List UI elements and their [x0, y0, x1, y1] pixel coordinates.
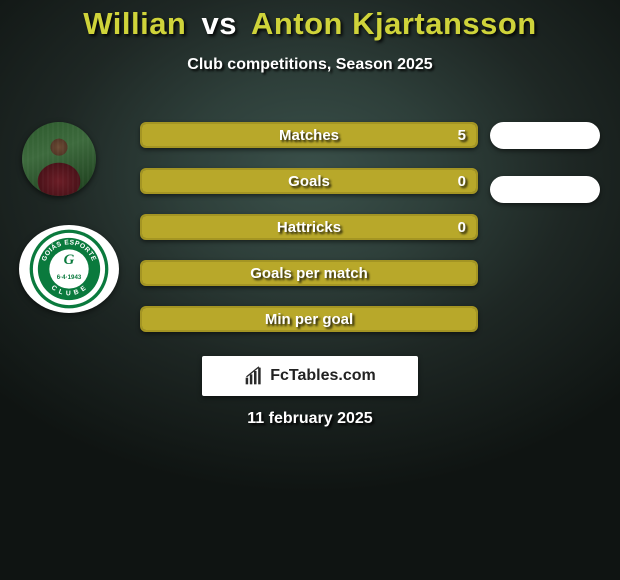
- stat-bar-value-player-a: 0: [458, 216, 466, 238]
- svg-text:G: G: [64, 252, 75, 268]
- comparison-infographic: Willian vs Anton Kjartansson Club compet…: [0, 0, 620, 580]
- watermark-text: FcTables.com: [270, 367, 376, 385]
- title-player-b: Anton Kjartansson: [251, 6, 537, 41]
- title-vs: vs: [202, 6, 237, 41]
- avatar-placeholder-icon: [22, 122, 96, 196]
- stat-bar-fill-player-a: [142, 308, 476, 330]
- subtitle: Club competitions, Season 2025: [0, 56, 620, 74]
- watermark: FcTables.com: [202, 356, 418, 396]
- svg-text:6·4·1943: 6·4·1943: [57, 274, 82, 281]
- stat-bar: Min per goal: [140, 306, 478, 332]
- player-a-club-crest: GOIÁS ESPORTE C L U B E G 6·4·1943: [19, 225, 119, 313]
- player-b-value-pill: [490, 176, 600, 203]
- date: 11 february 2025: [0, 410, 620, 428]
- stat-bar-fill-player-a: [142, 216, 476, 238]
- stat-bar: Goals per match: [140, 260, 478, 286]
- page-title: Willian vs Anton Kjartansson: [0, 6, 620, 42]
- club-crest-icon: GOIÁS ESPORTE C L U B E G 6·4·1943: [28, 228, 110, 310]
- stat-bar-fill-player-a: [142, 124, 476, 146]
- stat-bar: Hattricks0: [140, 214, 478, 240]
- stat-bar-value-player-a: 5: [458, 124, 466, 146]
- chart-icon: [244, 366, 264, 386]
- stat-bar-fill-player-a: [142, 170, 476, 192]
- stat-bars: Matches5 Goals0 Hattricks0 Goals per match M…: [140, 122, 478, 352]
- stat-bar-fill-player-a: [142, 262, 476, 284]
- player-b-value-pill: [490, 122, 600, 149]
- stat-bar-value-player-a: 0: [458, 170, 466, 192]
- title-player-a: Willian: [83, 6, 186, 41]
- overlay: Willian vs Anton Kjartansson Club compet…: [0, 0, 620, 580]
- stat-bar: Goals0: [140, 168, 478, 194]
- stat-bar: Matches5: [140, 122, 478, 148]
- player-a-avatar: [22, 122, 96, 196]
